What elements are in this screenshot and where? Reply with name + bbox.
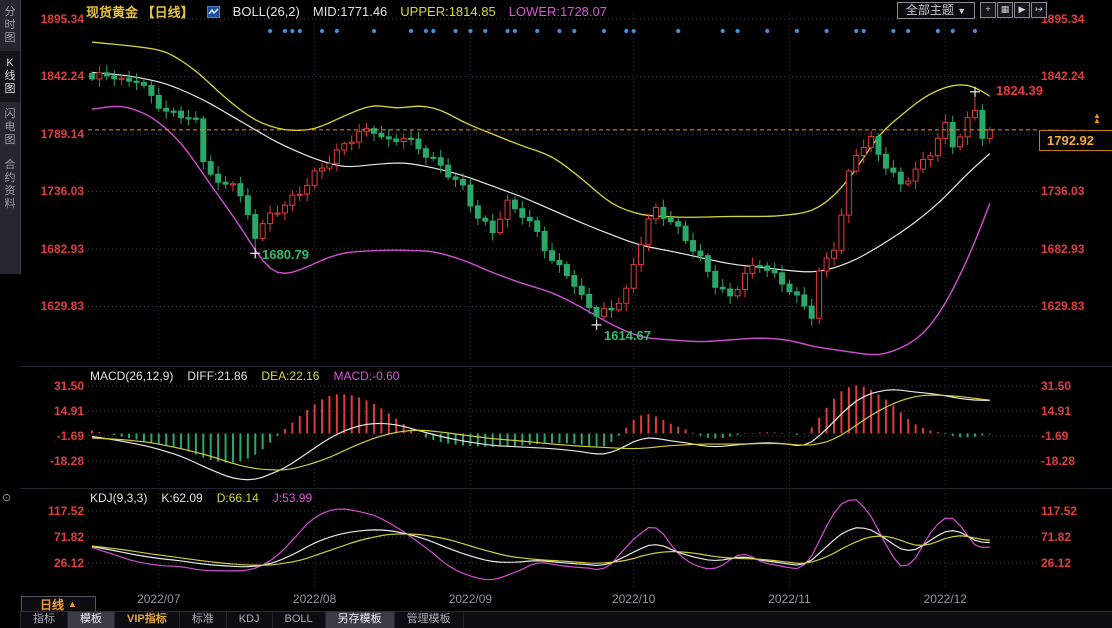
low-price-annotation-1: 1680.79 [262, 247, 309, 262]
y-axis-tick: -18.28 [1041, 454, 1076, 469]
indicator-icon [206, 5, 220, 18]
x-axis-tick: 2022/11 [768, 592, 811, 606]
event-dots [267, 28, 978, 34]
kdj-label-row: KDJ(9,3,3) K:62.09 D:66.14 J:53.99 [90, 491, 312, 505]
macd-params-label: MACD(26,12,9) [90, 369, 174, 383]
footer-tab[interactable]: VIP指标 [115, 612, 180, 628]
y-axis-tick: 1895.34 [40, 12, 84, 26]
macd-value-label: MACD:-0.60 [333, 369, 400, 383]
y-axis-tick: 117.52 [47, 503, 84, 518]
x-axis-tick: 2022/10 [611, 592, 656, 606]
footer-tab[interactable]: 指标 [20, 612, 68, 628]
layout-grid-icon[interactable]: + [980, 2, 996, 18]
y-axis-tick: -1.69 [56, 429, 84, 444]
boll-upper-label: UPPER:1814.85 [400, 4, 496, 19]
x-axis-tick: 2022/07 [137, 592, 181, 606]
footer-tab[interactable]: 模板 [68, 612, 115, 628]
y-axis-tick: -1.69 [1041, 429, 1069, 444]
period-selector[interactable]: 日线 ▲ [21, 596, 96, 612]
kdj-params-label: KDJ(9,3,3) [90, 491, 148, 505]
kdj-chart[interactable] [88, 490, 1037, 590]
footer-tab[interactable]: 另存模板 [325, 612, 395, 628]
y-axis-tick: 26.12 [53, 556, 84, 570]
kdj-panel-toggle-icon[interactable]: ⊙ [2, 492, 12, 504]
boll-params-label: BOLL(26,2) [232, 4, 300, 19]
sidebar-item-tab[interactable]: 闪电图 [4, 108, 16, 146]
chevron-down-icon: ▼ [957, 6, 967, 16]
y-axis-tick: 26.12 [1041, 556, 1072, 570]
theme-dropdown[interactable]: 全部主题 ▼ [897, 2, 975, 19]
y-axis-tick: 1629.83 [1041, 299, 1085, 314]
macd-chart[interactable] [88, 368, 1037, 488]
current-price-box: 1792.92 [1039, 130, 1112, 151]
y-axis-tick: 1682.93 [40, 241, 84, 256]
y-axis-tick: 71.82 [1041, 529, 1072, 544]
macd-dea-label: DEA:22.16 [261, 369, 320, 383]
y-axis-tick: 1736.03 [40, 184, 84, 199]
kdj-j-label: J:53.99 [272, 491, 313, 505]
y-axis-tick: 1895.34 [1041, 12, 1085, 26]
y-axis-tick: 31.50 [53, 379, 84, 394]
panel-separator [20, 366, 1112, 367]
main-price-chart[interactable] [88, 14, 1037, 370]
footer-tab[interactable]: KDJ [227, 612, 273, 628]
chart-header: 现货黄金 【日线】 BOLL(26,2) MID:1771.46 UPPER:1… [86, 3, 607, 20]
x-axis-tick: 2022/12 [923, 592, 967, 606]
low-price-annotation-2: 1614.67 [604, 328, 651, 343]
triangle-up-icon: ▲ [68, 599, 77, 609]
x-axis-tick: 2022/08 [292, 592, 337, 606]
footer-tab-bar: 指标 模板 VIP指标 标准 KDJ BOLL 另存模板 管理模板 [20, 611, 1112, 628]
panel-separator [20, 488, 1112, 489]
x-axis-tick: 2022/09 [448, 592, 493, 606]
boll-lower-label: LOWER:1728.07 [508, 4, 607, 19]
kdj-d-label: D:66.14 [216, 491, 259, 505]
axis-fit-icon[interactable]: ▦ [997, 2, 1013, 18]
period-tag: 【日线】 [141, 5, 194, 20]
footer-tab[interactable]: BOLL [273, 612, 326, 628]
price-up-arrows-icon: ▲ ▲ [1093, 111, 1101, 125]
y-axis-tick: 14.91 [53, 404, 84, 419]
y-axis-tick: 1682.93 [1041, 241, 1085, 256]
macd-label-row: MACD(26,12,9) DIFF:21.86 DEA:22.16 MACD:… [90, 369, 399, 383]
y-axis-tick: 1842.24 [1041, 69, 1085, 84]
y-axis-tick: 1736.03 [1041, 184, 1085, 199]
y-axis-tick: 31.50 [1041, 379, 1072, 394]
collapse-right-icon[interactable]: ↦ [1031, 2, 1047, 18]
kdj-k-label: K:62.09 [161, 491, 203, 505]
symbol-title: 现货黄金 [86, 5, 139, 20]
y-axis-tick: 71.82 [53, 529, 84, 544]
y-axis-tick: 117.52 [1041, 503, 1078, 518]
y-axis-tick: -18.28 [49, 454, 84, 469]
y-axis-tick: 1789.14 [40, 126, 84, 141]
y-axis-tick: 1842.24 [40, 69, 84, 84]
footer-tab[interactable]: 标准 [180, 612, 227, 628]
boll-mid-label: MID:1771.46 [312, 4, 388, 19]
axis-scale-icon[interactable]: ▶ [1014, 2, 1030, 18]
macd-diff-label: DIFF:21.86 [187, 369, 248, 383]
y-axis-tick: 1629.83 [40, 299, 84, 314]
footer-tab[interactable]: 管理模板 [395, 612, 464, 628]
y-axis-tick: 14.91 [1041, 404, 1072, 419]
high-price-annotation: 1824.39 [996, 83, 1043, 98]
sidebar-item-tab[interactable]: 合约资料 [4, 159, 16, 210]
sidebar-item-tab[interactable]: 分时图 [4, 6, 16, 44]
